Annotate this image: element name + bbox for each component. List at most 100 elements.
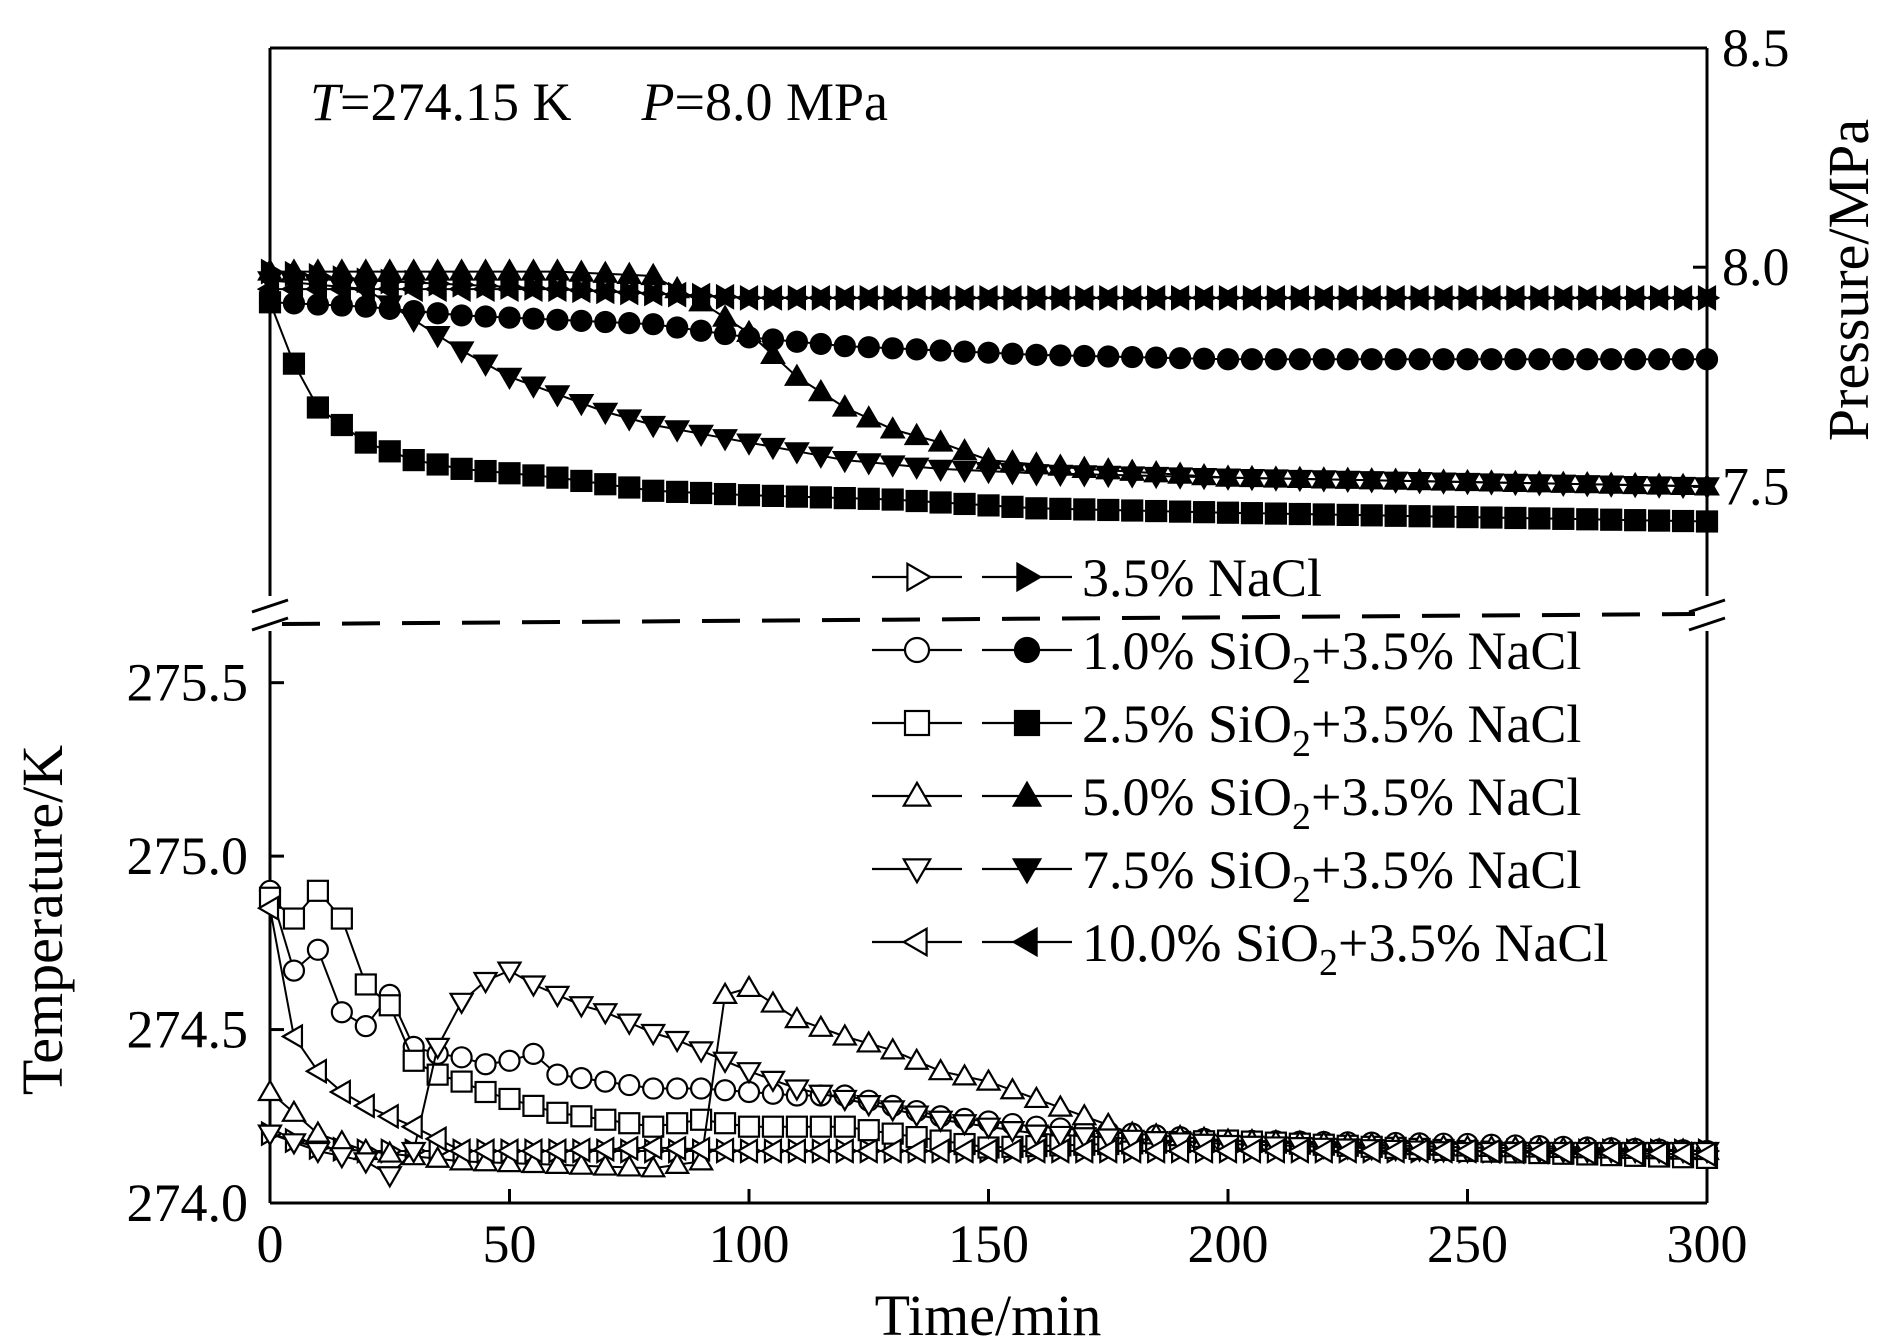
series-2-pressure-point-14 (594, 473, 617, 496)
series-4-pressure-point-60 (1694, 477, 1720, 500)
series-4-pressure-point-34 (1071, 465, 1098, 488)
series-2-pressure-point-25 (857, 487, 880, 510)
series-5-pressure-point-25 (855, 284, 878, 311)
series-3-pressure-point-7 (424, 258, 451, 281)
legend-label-prefix-5: 10.0% SiO (1082, 913, 1319, 973)
series-4-pressure-point-17 (664, 420, 691, 443)
series-5-pressure-point-56 (1598, 284, 1621, 311)
series-5-temperature-point-13 (568, 1137, 591, 1164)
series-4-pressure-point-45 (1334, 470, 1361, 494)
series-4-temperature-point-31 (999, 1121, 1026, 1144)
series-1-pressure-point-44 (1312, 348, 1335, 371)
legend-open-marker-5 (901, 926, 928, 958)
series-5-temperature-point-51 (1478, 1138, 1501, 1165)
series-2-pressure-point-20 (737, 484, 761, 507)
legend-label-4: 7.5% SiO2+3.5% NaCl (1082, 840, 1581, 911)
series-1-pressure-point-42 (1264, 348, 1288, 371)
series-4-pressure-point-58 (1646, 476, 1673, 499)
series-4-temperature-point-22 (783, 1079, 810, 1102)
series-2-temperature-point-5 (378, 994, 401, 1017)
legend-label-0: 3.5% NaCl (1082, 548, 1322, 608)
series-3-temperature-point-28 (927, 1057, 954, 1081)
series-2-pressure-point-37 (1145, 499, 1168, 523)
series-4-temperature-point-17 (664, 1030, 691, 1054)
series-2-pressure-point-30 (977, 494, 1000, 517)
x-tick-label-2: 100 (709, 1214, 790, 1274)
series-1-pressure-point-51 (1480, 348, 1503, 371)
series-5-pressure-point-43 (1286, 284, 1309, 311)
series-1-pressure-point-40 (1216, 348, 1240, 371)
series-3-pressure-point-23 (807, 378, 834, 402)
series-2-pressure-point-8 (450, 457, 473, 480)
series-3-pressure-point-22 (783, 363, 810, 386)
series-1-temperature-point-17 (666, 1077, 689, 1100)
series-3-pressure-point-19 (712, 304, 738, 327)
series-2-pressure-point-54 (1552, 507, 1575, 530)
series-3-pressure-point-8 (448, 258, 475, 281)
series-5-temperature-point-49 (1430, 1138, 1453, 1164)
series-2-pressure-point-56 (1600, 508, 1623, 531)
x-tick-label-5: 250 (1427, 1214, 1508, 1274)
axis-break-dashed-line (281, 612, 1696, 626)
series-1-pressure-point-47 (1384, 348, 1407, 371)
series-1-pressure-point-36 (1121, 345, 1144, 369)
series-5-pressure-point-33 (1047, 284, 1070, 311)
series-4-pressure-point-28 (927, 459, 954, 483)
series-2-pressure-point-47 (1384, 504, 1407, 527)
legend-filled-marker-5 (1011, 926, 1038, 958)
series-1-pressure-point-13 (570, 309, 593, 333)
series-2-pressure-point-41 (1240, 502, 1264, 525)
series-5-pressure-point-1 (280, 276, 304, 303)
series-1-temperature-point-2 (306, 938, 329, 961)
x-tick-label-6: 300 (1667, 1214, 1748, 1274)
series-2-pressure-point-21 (761, 484, 785, 507)
series-5-temperature-point-21 (759, 1138, 783, 1164)
series-4-temperature-point-11 (520, 975, 547, 998)
series-1-pressure-point-31 (1001, 342, 1024, 365)
series-5-temperature-point-6 (400, 1113, 423, 1140)
series-3-temperature-point-2 (304, 1120, 331, 1143)
axis-break-mark-left-2 (251, 616, 289, 632)
series-5-pressure-point-11 (520, 276, 543, 303)
series-3-temperature-point-31 (999, 1077, 1026, 1100)
series-5-pressure-point-31 (999, 284, 1022, 311)
series-1-pressure-point-60 (1695, 348, 1719, 371)
x-tick-label-0: 0 (257, 1214, 284, 1274)
series-2-temperature-point-24 (833, 1115, 856, 1138)
series-4-temperature-point-34 (1071, 1127, 1098, 1150)
series-1-temperature-point-8 (450, 1046, 473, 1069)
series-2-temperature-point-20 (737, 1115, 761, 1138)
series-4-temperature-point-32 (1023, 1124, 1050, 1147)
series-4-temperature-point-10 (496, 961, 523, 984)
series-5-pressure-point-42 (1262, 284, 1286, 311)
legend-label-suffix-2: +3.5% NaCl (1311, 694, 1581, 754)
temperature-tick-label-2: 275.0 (127, 826, 249, 886)
series-3-pressure-point-5 (376, 258, 403, 281)
series-2-pressure-point-42 (1264, 502, 1288, 525)
series-2-pressure-point-16 (642, 479, 665, 502)
series-5-temperature-point-16 (640, 1134, 663, 1161)
series-4-temperature-point-29 (951, 1114, 978, 1137)
series-4-temperature-point-0 (257, 1124, 283, 1147)
series-5-pressure-point-16 (640, 280, 663, 307)
series-5-pressure-point-29 (951, 284, 974, 311)
series-5-temperature-point-29 (951, 1138, 974, 1164)
temperature-tick-label-1: 274.5 (127, 1000, 249, 1060)
series-layer (256, 258, 1721, 1189)
series-2-temperature-point-22 (785, 1115, 809, 1138)
series-3-pressure-point-25 (855, 405, 882, 428)
series-1-pressure-point-19 (713, 322, 737, 346)
legend-filled-marker-1 (1013, 636, 1041, 664)
series-2-pressure-point-6 (402, 448, 425, 472)
series-4-pressure-point-31 (999, 463, 1026, 486)
series-5-pressure-point-23 (807, 284, 830, 311)
series-5-pressure-point-51 (1478, 284, 1501, 311)
series-5-pressure-point-10 (496, 276, 519, 303)
series-2-temperature-point-9 (474, 1080, 497, 1104)
series-2-pressure-point-1 (282, 352, 306, 375)
x-axis-title: Time/min (875, 1283, 1102, 1341)
series-5-pressure-point-27 (903, 284, 926, 311)
legend-item-2: 2.5% SiO2+3.5% NaCl (872, 694, 1581, 765)
series-5 (256, 276, 1717, 1168)
legend-item-1: 1.0% SiO2+3.5% NaCl (872, 621, 1581, 692)
